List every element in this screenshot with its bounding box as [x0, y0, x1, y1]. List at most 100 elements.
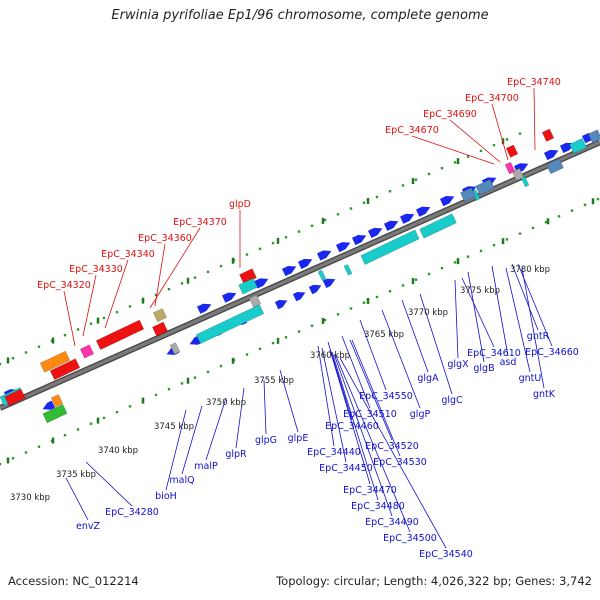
- arc-dot: [323, 218, 327, 222]
- arc-dot: [258, 247, 262, 251]
- arc-dot: [336, 213, 340, 216]
- label-leader: [533, 87, 536, 151]
- label-leader: [401, 299, 429, 373]
- arc-dot: [167, 387, 171, 391]
- gene-label: EpC_34330: [69, 264, 123, 275]
- gene-label: gntR: [527, 331, 550, 342]
- arc-dot: [193, 276, 197, 279]
- arc-dot: [375, 195, 379, 199]
- label-leader: [467, 271, 485, 363]
- arc-dot: [115, 410, 119, 414]
- backbone: [0, 140, 600, 410]
- arc-dot: [11, 357, 15, 360]
- arc-dot: [24, 451, 28, 454]
- arc-dot: [310, 324, 314, 327]
- gene-label: gntU: [519, 373, 542, 384]
- scale-label: 3745 kbp: [154, 422, 194, 432]
- label-leader: [351, 339, 401, 457]
- label-leader: [454, 279, 459, 359]
- arc-dot: [401, 184, 405, 187]
- arc-dot: [427, 172, 431, 176]
- arc-dot: [89, 322, 93, 325]
- gene-label: EpC_34690: [423, 109, 477, 120]
- scale-labels: 3730 kbp 3735 kbp 3740 kbp 3745 kbp 3750 kbp…: [10, 265, 550, 503]
- ortholog-block: [49, 358, 81, 381]
- label-leader: [321, 347, 347, 463]
- scale-label: 3755 kbp: [254, 376, 294, 386]
- gene-label: EpC_34500: [383, 533, 437, 544]
- gene-label: EpC_34670: [385, 125, 439, 136]
- arc-dot: [219, 264, 223, 268]
- label-leader: [419, 293, 453, 395]
- cds-arrow: [274, 300, 288, 310]
- label-leader: [104, 259, 129, 329]
- gene-label: EpC_34360: [138, 233, 192, 244]
- label-leader: [327, 341, 353, 421]
- arc-dot: [0, 462, 2, 466]
- cds-arrow: [222, 292, 237, 303]
- arc-dot: [505, 138, 509, 141]
- ortholog-block: [39, 350, 71, 373]
- arc-dot: [11, 457, 15, 460]
- cds-arrow: [336, 242, 351, 253]
- gene-label: EpC_34530: [373, 457, 427, 468]
- label-leader: [511, 263, 539, 331]
- gene-label: EpC_34740: [507, 77, 561, 88]
- gene-label: EpC_34440: [307, 447, 361, 458]
- ortholog-block: [587, 129, 600, 144]
- label-leader: [235, 387, 245, 449]
- upper-gene-labels: EpC_34740 EpC_34700 EpC_34690 EpC_34670 glpD…: [37, 77, 561, 347]
- rna-block: [360, 229, 420, 266]
- arc-dot: [245, 253, 249, 256]
- ortholog-block: [541, 128, 555, 142]
- accession-label: Accession: NC_012214: [8, 574, 139, 588]
- label-leader: [181, 405, 203, 475]
- ortholog-track: [4, 128, 600, 424]
- gene-label: envZ: [76, 521, 100, 532]
- arc-dot: [479, 149, 483, 153]
- cds-arrow: [384, 220, 399, 231]
- gene-label: asd: [500, 357, 517, 368]
- arc-dot: [596, 197, 600, 201]
- cds-arrow: [292, 292, 306, 302]
- gene-label: glgA: [417, 373, 439, 384]
- rna-block: [195, 304, 265, 344]
- arc-dot: [466, 255, 470, 258]
- label-leader: [335, 355, 411, 533]
- label-leader: [491, 265, 509, 357]
- gene-label: glpG: [255, 435, 277, 446]
- arc-dot: [102, 416, 106, 420]
- ortholog-block: [511, 167, 525, 182]
- cds-arrow: [544, 149, 559, 161]
- ortholog-block: [460, 187, 477, 203]
- ortholog-block: [248, 294, 262, 308]
- genome-summary: Topology: circular; Length: 4,026,322 bp…: [276, 574, 592, 588]
- arc-dot: [154, 293, 158, 297]
- arc-dot: [453, 261, 457, 264]
- arc-dot: [414, 278, 418, 281]
- arc-dot: [76, 428, 80, 431]
- scale-label: 3740 kbp: [98, 446, 138, 456]
- cds-arrow: [440, 196, 455, 207]
- arc-dot: [193, 376, 197, 379]
- gene-label: EpC_34450: [319, 463, 373, 474]
- arc-dot: [349, 207, 353, 210]
- rna-block: [419, 213, 457, 239]
- gene-label: glgB: [473, 363, 494, 374]
- gene-label: EpC_34340: [101, 249, 155, 260]
- gene-label: EpC_34320: [37, 280, 91, 291]
- label-leader: [521, 267, 545, 389]
- cds-arrow: [254, 278, 269, 289]
- gene-label: EpC_34370: [173, 217, 227, 228]
- arc-dot: [167, 287, 171, 291]
- arc-dot: [583, 203, 587, 207]
- arc-dot: [518, 232, 522, 235]
- arc-dot: [440, 166, 444, 170]
- arc-dot: [505, 238, 509, 241]
- arc-dot: [492, 243, 496, 247]
- arc-dot: [414, 178, 418, 181]
- cds-arrow: [322, 278, 336, 288]
- gene-label: EpC_34280: [105, 507, 159, 518]
- arc-dot: [180, 382, 184, 385]
- scale-label: 3770 kbp: [408, 308, 448, 318]
